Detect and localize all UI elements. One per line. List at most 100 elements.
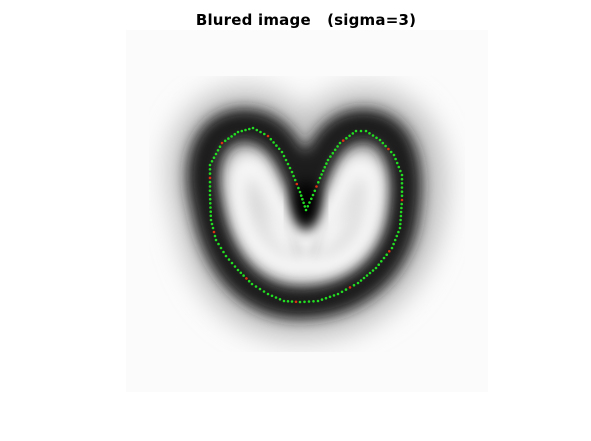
contour-point — [392, 153, 396, 157]
contour-point — [310, 197, 313, 201]
contour-point — [278, 298, 282, 301]
contour-point — [368, 271, 372, 275]
contour-point — [209, 206, 212, 209]
contour-point — [313, 189, 317, 193]
contour-point — [395, 161, 399, 165]
contour-point — [399, 218, 402, 222]
contour-point — [236, 130, 240, 134]
contour-point — [208, 189, 212, 192]
contour-point — [282, 154, 286, 158]
contour-point — [244, 128, 247, 132]
contour-point — [341, 139, 345, 142]
contour-point — [399, 222, 402, 226]
contour-point — [220, 141, 224, 145]
contour-point — [290, 300, 294, 303]
contour-point — [331, 151, 335, 155]
contour-point — [223, 139, 227, 143]
contour-point — [259, 130, 262, 134]
contour-point — [348, 286, 352, 289]
contour-point — [354, 129, 358, 133]
contour-point — [318, 176, 322, 180]
contour-point — [210, 160, 214, 163]
contour-point — [230, 135, 233, 138]
contour-point — [236, 268, 240, 272]
contour-point — [332, 294, 336, 297]
contour-point — [209, 202, 212, 205]
contour-point — [326, 158, 330, 162]
contour-point — [340, 290, 344, 294]
contour-point — [250, 282, 254, 286]
contour-point — [242, 274, 245, 277]
contour-point — [352, 283, 356, 287]
contour-point — [255, 128, 259, 132]
contour-point — [378, 138, 382, 142]
contour-point — [208, 193, 212, 197]
figure-title: Blured image (sigma=3) — [195, 11, 417, 29]
contour-point — [397, 230, 400, 234]
contour-point — [385, 253, 389, 256]
contour-point — [303, 205, 307, 208]
contour-point — [328, 295, 332, 299]
contour-point — [208, 163, 212, 167]
contour-point — [381, 141, 385, 145]
contour-point — [371, 134, 375, 137]
contour-point — [333, 148, 337, 152]
contour-point — [209, 218, 213, 222]
contour-point — [294, 300, 298, 304]
contour-point — [210, 222, 214, 226]
contour-point — [212, 230, 216, 234]
contour-point — [329, 155, 332, 158]
contour-point — [254, 285, 258, 288]
contour-point — [308, 201, 311, 204]
contour-point — [240, 129, 244, 133]
contour-point — [325, 162, 328, 165]
contour-point — [364, 129, 368, 133]
contour-point — [208, 185, 212, 188]
contour-point — [284, 158, 288, 162]
contour-point — [208, 176, 212, 180]
contour-point — [344, 288, 348, 291]
contour-point — [312, 300, 315, 303]
contour-point — [387, 147, 390, 151]
contour-point — [380, 260, 383, 263]
contour-point — [209, 214, 213, 218]
contour-point — [321, 169, 325, 173]
contour-point — [304, 208, 308, 212]
contour-point — [247, 279, 251, 283]
contour-point — [233, 132, 237, 136]
contour-point — [275, 144, 278, 147]
contour-point — [320, 173, 323, 176]
contour-point — [293, 178, 297, 182]
contour-point — [316, 299, 320, 303]
contour-point — [208, 180, 212, 184]
contour-point — [365, 274, 369, 277]
contour-point — [245, 277, 248, 280]
contour-point — [298, 190, 302, 194]
contour-point — [368, 132, 371, 135]
contour-point — [323, 165, 327, 169]
contour-point — [219, 246, 223, 250]
contour-point — [217, 242, 220, 246]
contour-point — [266, 292, 270, 296]
contour-point — [351, 132, 355, 135]
contour-point — [290, 170, 294, 174]
contour-point — [311, 193, 315, 197]
contour-point — [218, 145, 222, 148]
contour-point — [397, 165, 401, 169]
contour-point — [359, 129, 363, 133]
contour-point — [384, 144, 387, 148]
contour-point — [258, 287, 262, 291]
blurred-u-shape — [169, 88, 445, 340]
contour-point — [282, 299, 286, 303]
contour-point — [359, 279, 363, 282]
contour-point — [392, 242, 395, 246]
contour-point — [382, 256, 386, 260]
contour-point — [222, 250, 225, 254]
contour-point — [295, 182, 299, 186]
contour-point — [301, 197, 304, 201]
contour-point — [213, 234, 217, 238]
contour-point — [230, 261, 234, 265]
contour-point — [292, 174, 295, 178]
contour-point — [212, 156, 216, 159]
contour-point — [374, 266, 378, 270]
